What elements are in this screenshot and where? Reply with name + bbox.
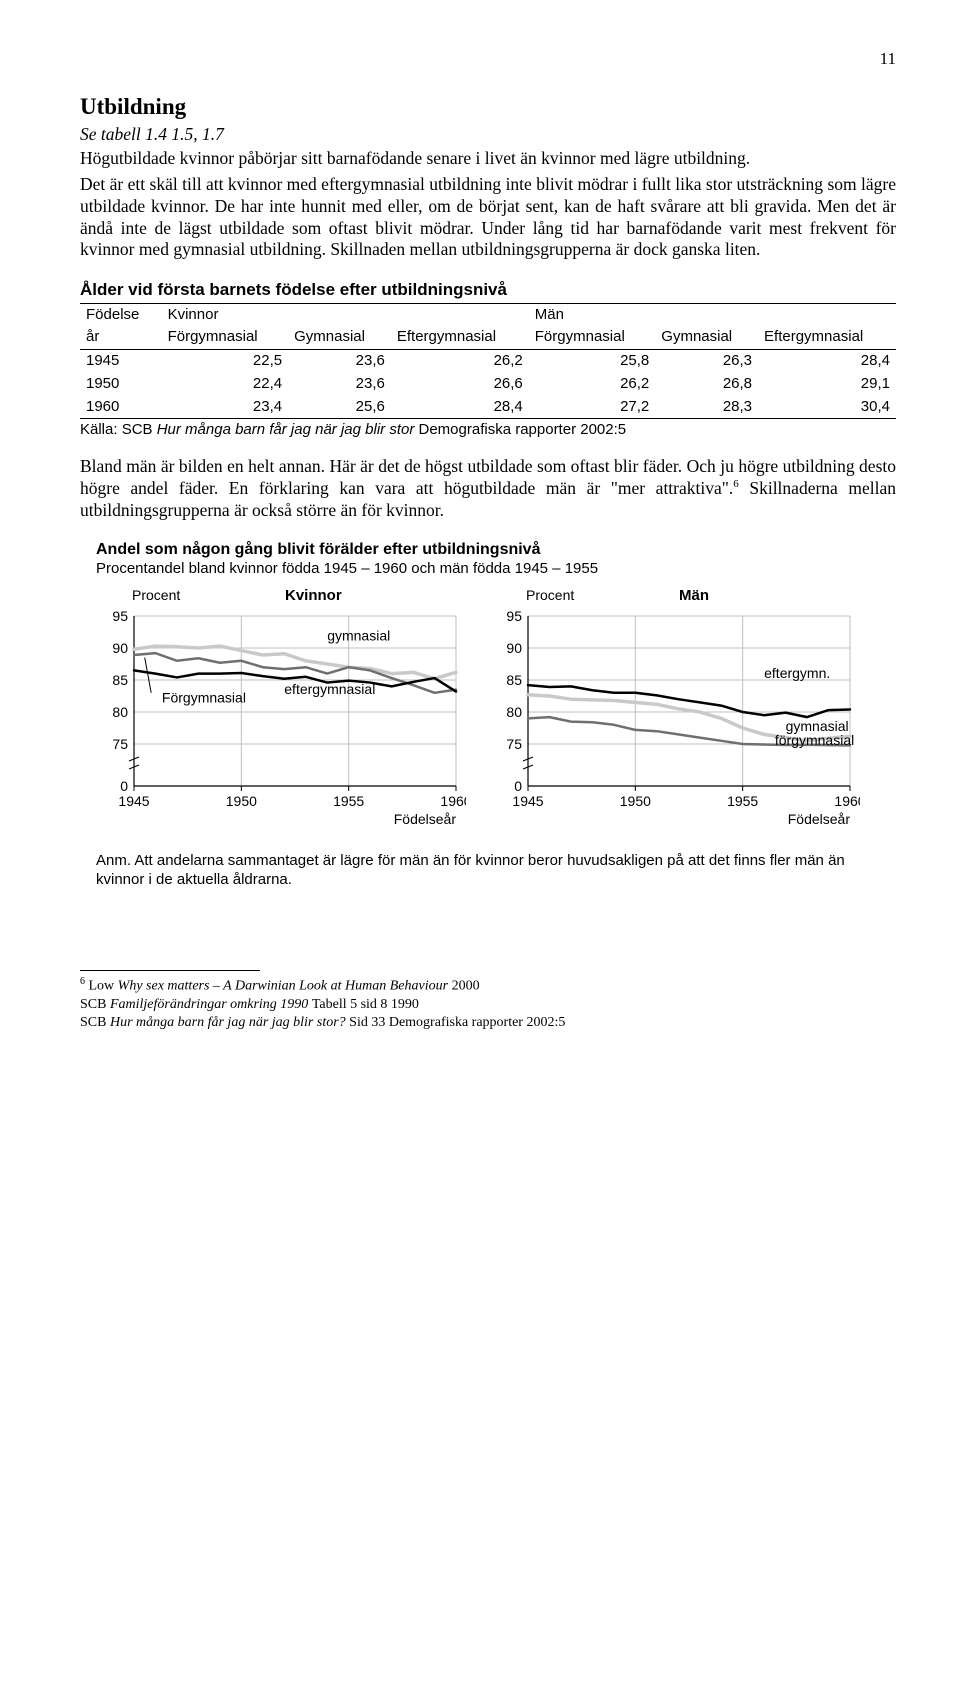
cell: 25,8 <box>529 350 656 373</box>
svg-text:1960: 1960 <box>834 793 860 809</box>
para3: Bland män är bilden en helt annan. Här ä… <box>80 456 896 522</box>
svg-text:95: 95 <box>506 608 522 624</box>
svg-text:1945: 1945 <box>118 793 149 809</box>
svg-text:1960: 1960 <box>440 793 466 809</box>
col-h-4: Gymnasial <box>655 326 758 349</box>
cell: 23,6 <box>288 350 391 373</box>
svg-text:1950: 1950 <box>620 793 651 809</box>
group-man: Män <box>529 304 896 327</box>
svg-text:Kvinnor: Kvinnor <box>285 587 342 604</box>
cell: 26,2 <box>529 373 656 396</box>
subtitle: Se tabell 1.4 1.5, 1.7 <box>80 124 896 146</box>
footnote-separator <box>80 970 260 971</box>
col-h-3: Förgymnasial <box>529 326 656 349</box>
svg-text:1950: 1950 <box>226 793 257 809</box>
fn-text: Low <box>85 979 118 994</box>
cell: 27,2 <box>529 396 656 419</box>
svg-text:85: 85 <box>112 672 128 688</box>
cell: 22,5 <box>162 350 289 373</box>
svg-text:1945: 1945 <box>512 793 543 809</box>
footnote-1: 6 Low Why sex matters – A Darwinian Look… <box>80 975 896 996</box>
src-prefix: Källa: SCB <box>80 421 157 438</box>
cell: 23,4 <box>162 396 289 419</box>
cell: 28,3 <box>655 396 758 419</box>
heading-utbildning: Utbildning <box>80 93 896 122</box>
cell: 26,2 <box>391 350 529 373</box>
col-year-l1: Födelse <box>80 304 162 327</box>
cell-year: 1950 <box>80 373 162 396</box>
fn-italic: Familjeförändringar omkring 1990 <box>110 997 312 1012</box>
age-table: Födelse Kvinnor Män år Förgymnasial Gymn… <box>80 304 896 420</box>
cell: 26,3 <box>655 350 758 373</box>
svg-text:eftergymn.: eftergymn. <box>764 665 830 681</box>
svg-text:Procent: Procent <box>132 587 180 603</box>
para2: Det är ett skäl till att kvinnor med eft… <box>80 174 896 262</box>
col-year-l2: år <box>80 326 162 349</box>
svg-text:75: 75 <box>112 736 128 752</box>
cell: 26,6 <box>391 373 529 396</box>
table-row: 1945 22,5 23,6 26,2 25,8 26,3 28,4 <box>80 350 896 373</box>
chart-block-title: Andel som någon gång blivit förälder eft… <box>96 540 896 560</box>
fn-text: Sid 33 Demografiska rapporter 2002:5 <box>349 1015 565 1030</box>
svg-text:95: 95 <box>112 608 128 624</box>
cell: 29,1 <box>758 373 896 396</box>
para1: Högutbildade kvinnor påbörjar sitt barna… <box>80 148 896 170</box>
svg-text:1955: 1955 <box>727 793 758 809</box>
svg-text:gymnasial: gymnasial <box>327 628 390 644</box>
src-suffix: Demografiska rapporter 2002:5 <box>419 421 627 438</box>
svg-text:80: 80 <box>506 704 522 720</box>
col-h-0: Förgymnasial <box>162 326 289 349</box>
svg-text:90: 90 <box>506 640 522 656</box>
cell: 28,4 <box>391 396 529 419</box>
cell: 23,6 <box>288 373 391 396</box>
svg-text:75: 75 <box>506 736 522 752</box>
cell: 22,4 <box>162 373 289 396</box>
table-title: Ålder vid första barnets födelse efter u… <box>80 279 896 303</box>
cell: 26,8 <box>655 373 758 396</box>
fn-text: Tabell 5 sid 8 1990 <box>312 997 419 1012</box>
footnote-3: SCB Hur många barn får jag när jag blir … <box>80 1014 896 1032</box>
cell: 28,4 <box>758 350 896 373</box>
svg-text:Födelseår: Födelseår <box>788 811 851 827</box>
svg-text:80: 80 <box>112 704 128 720</box>
cell: 30,4 <box>758 396 896 419</box>
fn-text: 2000 <box>452 979 480 994</box>
fn-text: SCB <box>80 997 110 1012</box>
svg-text:förgymnasial: förgymnasial <box>775 732 854 748</box>
table-row: 1960 23,4 25,6 28,4 27,2 28,3 30,4 <box>80 396 896 419</box>
svg-text:0: 0 <box>514 778 522 794</box>
cell: 25,6 <box>288 396 391 419</box>
chart-block-sub: Procentandel bland kvinnor födda 1945 – … <box>96 560 896 579</box>
svg-text:Förgymnasial: Förgymnasial <box>162 690 246 706</box>
col-h-1: Gymnasial <box>288 326 391 349</box>
svg-text:Födelseår: Födelseår <box>394 811 457 827</box>
svg-text:Procent: Procent <box>526 587 574 603</box>
chart-man: 075808590951945195019551960eftergymn.gym… <box>490 586 860 846</box>
fn-text: SCB <box>80 1015 110 1030</box>
anm-note: Anm. Att andelarna sammantaget är lägre … <box>96 852 880 890</box>
col-h-5: Eftergymnasial <box>758 326 896 349</box>
svg-text:90: 90 <box>112 640 128 656</box>
fn-italic: Hur många barn får jag när jag blir stor… <box>110 1015 349 1030</box>
table-source: Källa: SCB Hur många barn får jag när ja… <box>80 421 896 440</box>
col-h-2: Eftergymnasial <box>391 326 529 349</box>
group-kvinnor: Kvinnor <box>162 304 529 327</box>
cell-year: 1960 <box>80 396 162 419</box>
svg-text:85: 85 <box>506 672 522 688</box>
table-row: 1950 22,4 23,6 26,6 26,2 26,8 29,1 <box>80 373 896 396</box>
cell-year: 1945 <box>80 350 162 373</box>
svg-text:1955: 1955 <box>333 793 364 809</box>
fn-italic: Why sex matters – A Darwinian Look at Hu… <box>118 979 452 994</box>
src-italic: Hur många barn får jag när jag blir stor <box>157 421 419 438</box>
chart-kvinnor: 0 75 80 85 90 95 1945 1950 1955 1960 gymnasial efte… <box>96 586 466 846</box>
svg-text:0: 0 <box>120 778 128 794</box>
footnote-2: SCB Familjeförändringar omkring 1990 Tab… <box>80 996 896 1014</box>
page-number: 11 <box>80 48 896 69</box>
svg-text:Män: Män <box>679 587 709 604</box>
svg-text:eftergymnasial: eftergymnasial <box>284 681 375 697</box>
